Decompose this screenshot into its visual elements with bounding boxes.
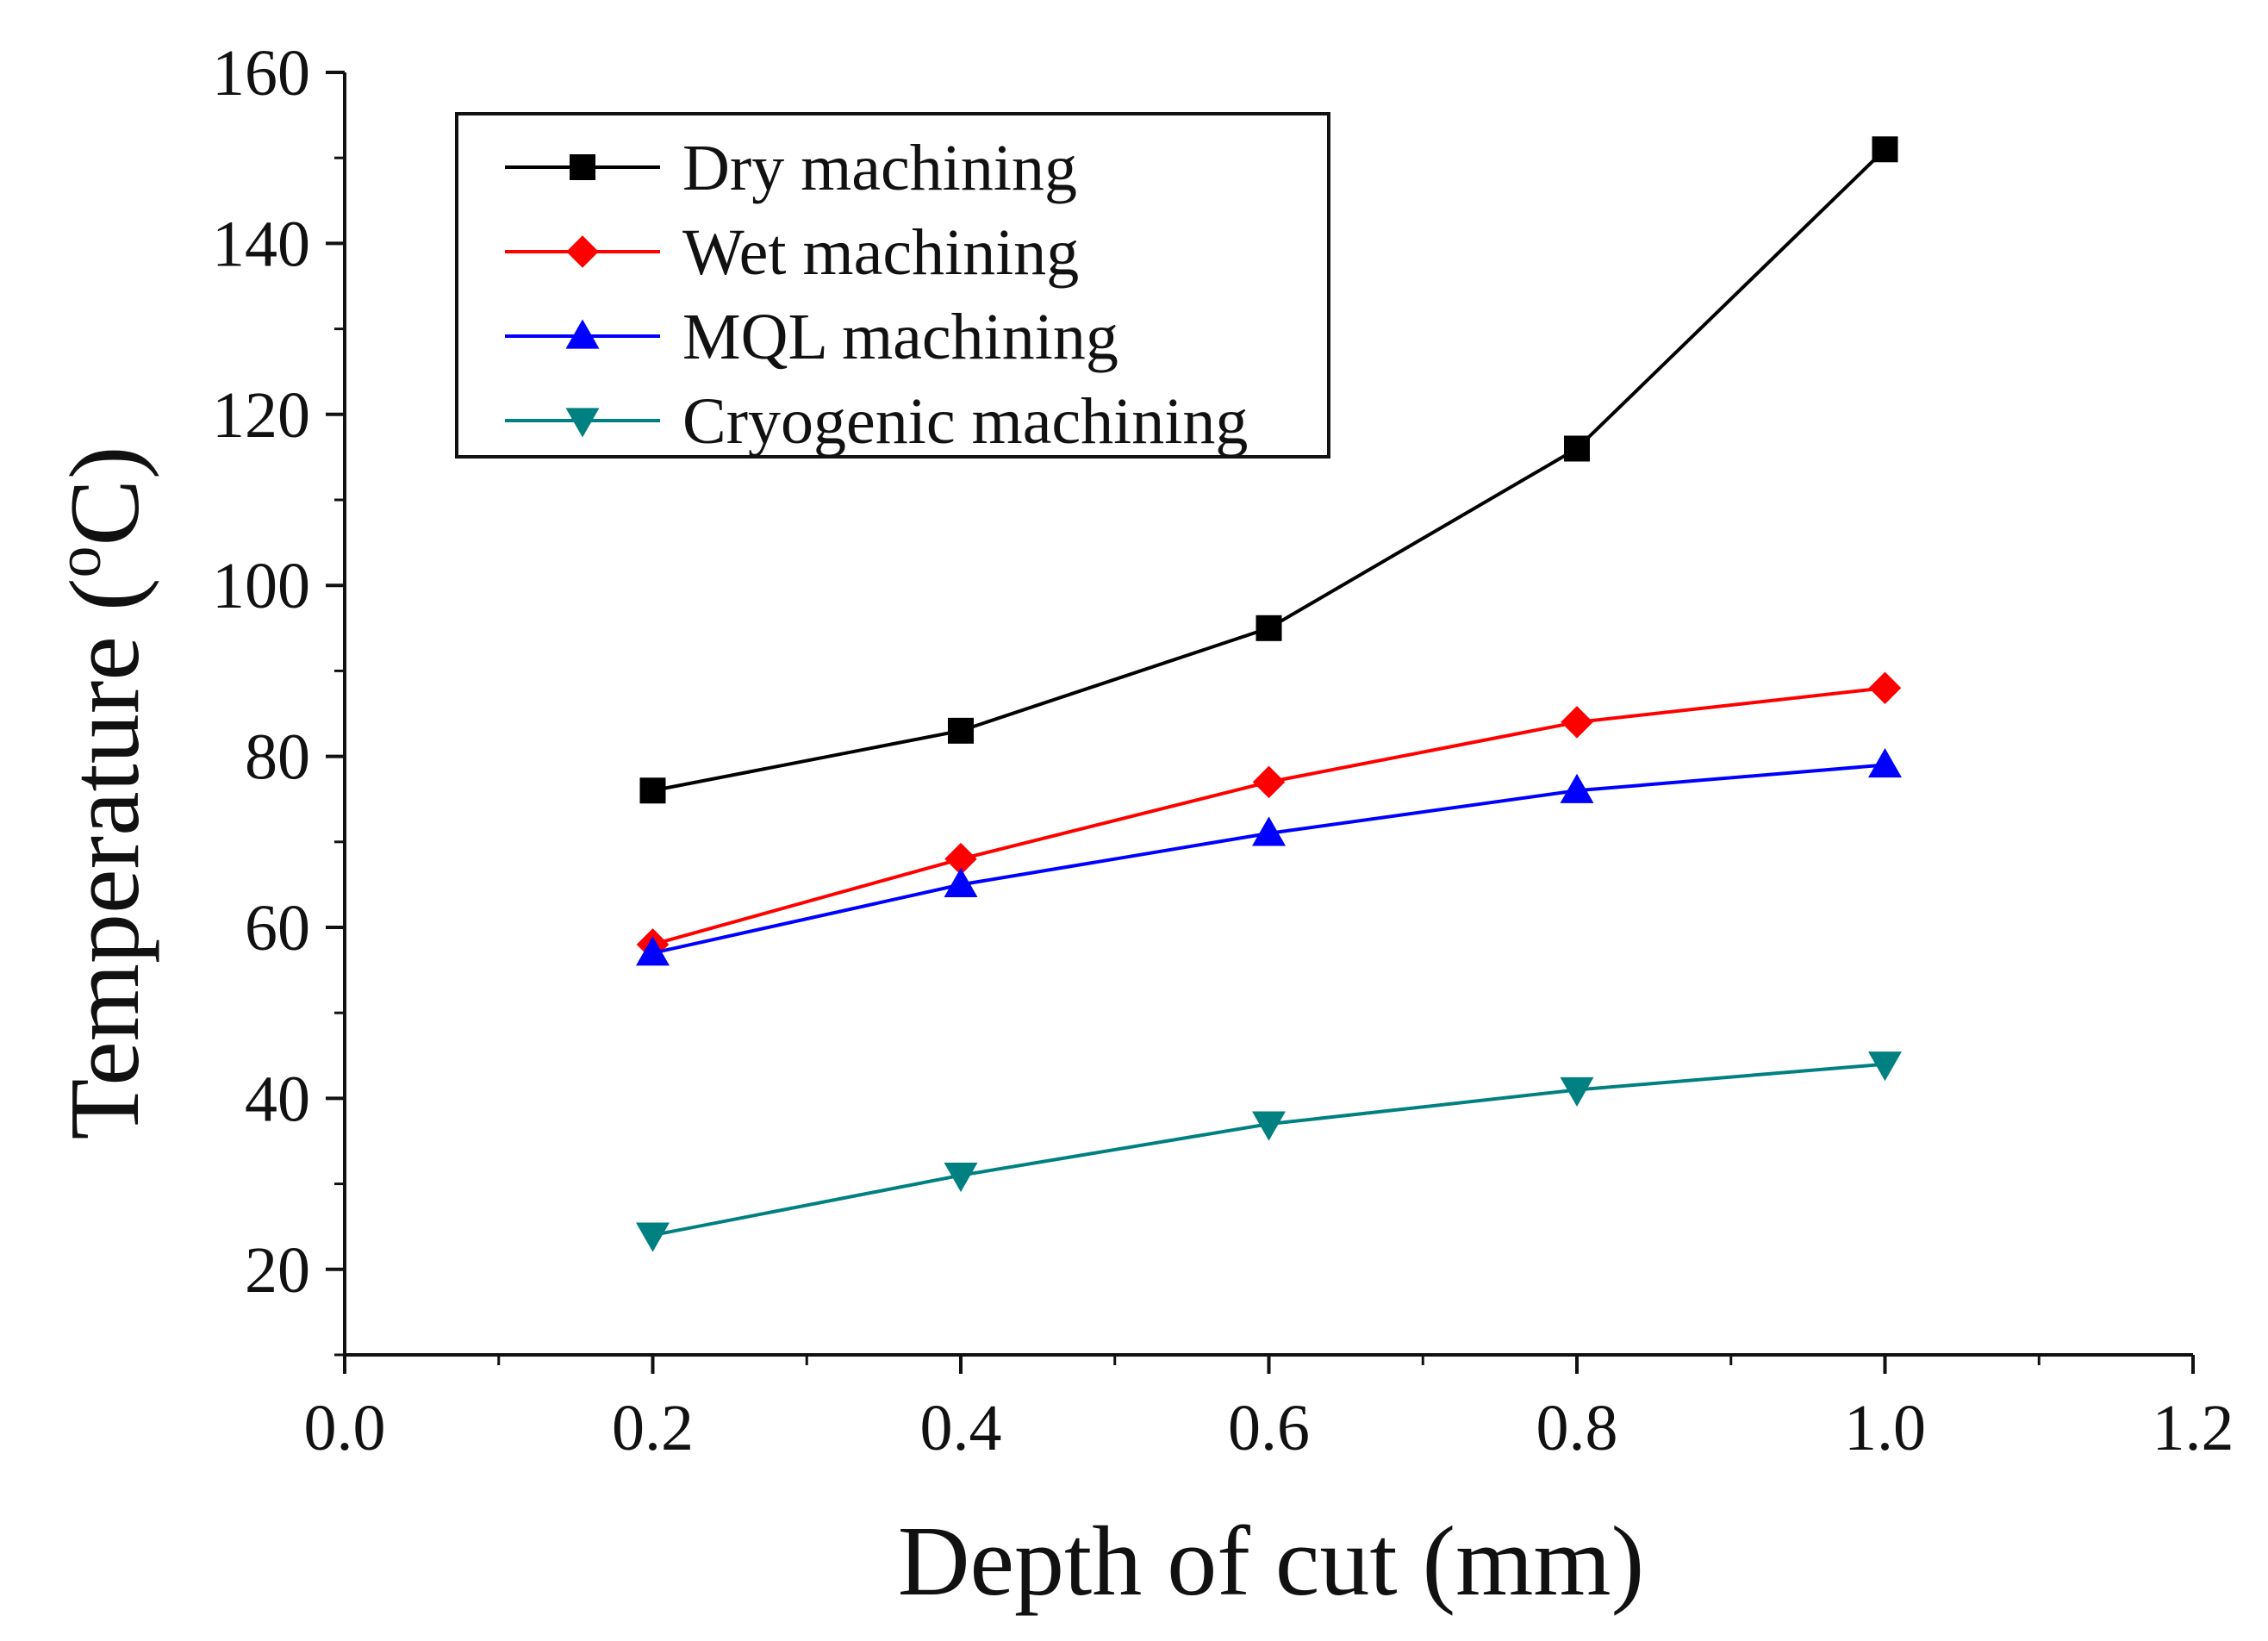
y-tick-label: 20: [245, 1234, 310, 1307]
data-point-wet-machining: [944, 842, 977, 876]
data-point-mql-machining: [1868, 748, 1902, 778]
y-tick-label: 140: [212, 208, 310, 280]
y-axis-title: Temperature (oC): [44, 446, 160, 1139]
legend-marker-wet-machining: [566, 235, 599, 268]
x-tick-label: 0.6: [1228, 1392, 1310, 1464]
legend: Dry machining Wet machining MQL machining C…: [455, 112, 1330, 459]
legend-entry-wet-machining: Wet machining: [505, 216, 1079, 289]
y-axis-title-main: Temperature (: [50, 577, 160, 1139]
data-point-cryogenic-machining: [944, 1163, 978, 1193]
data-point-wet-machining: [1868, 671, 1902, 704]
legend-label-dry-machining: Dry machining: [682, 132, 1077, 204]
y-tick-label: 100: [212, 550, 310, 622]
series-line-cryogenic-machining: [652, 1062, 1885, 1238]
data-point-mql-machining: [944, 867, 978, 898]
legend-entry-mql-machining: MQL machining: [505, 301, 1118, 373]
data-point-cryogenic-machining: [1252, 1111, 1286, 1141]
x-axis-title: Depth of cut (mm): [898, 1507, 1645, 1617]
data-point-mql-machining: [636, 936, 670, 966]
y-axis-title-superscript: o: [44, 546, 115, 577]
legend-label-cryogenic-machining: Cryogenic machining: [682, 385, 1248, 458]
data-point-dry-machining: [1872, 136, 1898, 163]
tick-labels: 0.0 0.2 0.4 0.6 0.8 1.0 1.2 20 40 60 80 100 120 140 16…: [212, 37, 2234, 1464]
data-point-dry-machining: [1564, 435, 1590, 462]
series-wet-machining: [636, 671, 1902, 961]
legend-marker-mql-machining: [565, 319, 600, 349]
series-line-wet-machining: [651, 686, 1885, 946]
y-axis-title-end: C): [50, 446, 160, 546]
y-tick-label: 160: [212, 37, 310, 109]
data-point-dry-machining: [948, 717, 974, 744]
legend-box: [455, 112, 1330, 459]
x-tick-label: 1.2: [2153, 1392, 2234, 1464]
y-tick-label: 40: [245, 1063, 310, 1135]
data-point-cryogenic-machining: [1868, 1051, 1902, 1082]
data-point-cryogenic-machining: [1560, 1076, 1594, 1107]
x-tick-label: 0.0: [304, 1392, 386, 1464]
legend-label-wet-machining: Wet machining: [682, 216, 1079, 289]
x-tick-label: 0.8: [1536, 1392, 1618, 1464]
x-tick-label: 0.4: [920, 1392, 1002, 1464]
data-point-wet-machining: [1252, 765, 1286, 799]
data-point-wet-machining: [1561, 706, 1593, 739]
y-tick-label: 80: [245, 721, 310, 794]
series-layer: [636, 136, 1902, 1252]
series-dry-machining: [639, 136, 1898, 804]
legend-marker-dry-machining: [570, 154, 595, 180]
legend-marker-cryogenic-machining: [565, 408, 600, 438]
y-tick-label: 60: [245, 892, 310, 964]
legend-entry-dry-machining: Dry machining: [505, 132, 1077, 204]
x-tick-label: 0.2: [612, 1392, 694, 1464]
tick-marks: [326, 71, 2195, 1374]
legend-entry-cryogenic-machining: Cryogenic machining: [505, 385, 1248, 458]
data-point-mql-machining: [1252, 816, 1286, 846]
series-mql-machining: [636, 748, 1902, 966]
legend-label-mql-machining: MQL machining: [682, 301, 1118, 373]
y-tick-label: 120: [212, 379, 310, 452]
data-point-mql-machining: [1560, 773, 1594, 803]
data-point-cryogenic-machining: [636, 1222, 670, 1252]
series-cryogenic-machining: [636, 1051, 1902, 1252]
data-point-dry-machining: [1256, 615, 1282, 641]
x-tick-label: 1.0: [1844, 1392, 1926, 1464]
data-point-dry-machining: [639, 777, 666, 804]
